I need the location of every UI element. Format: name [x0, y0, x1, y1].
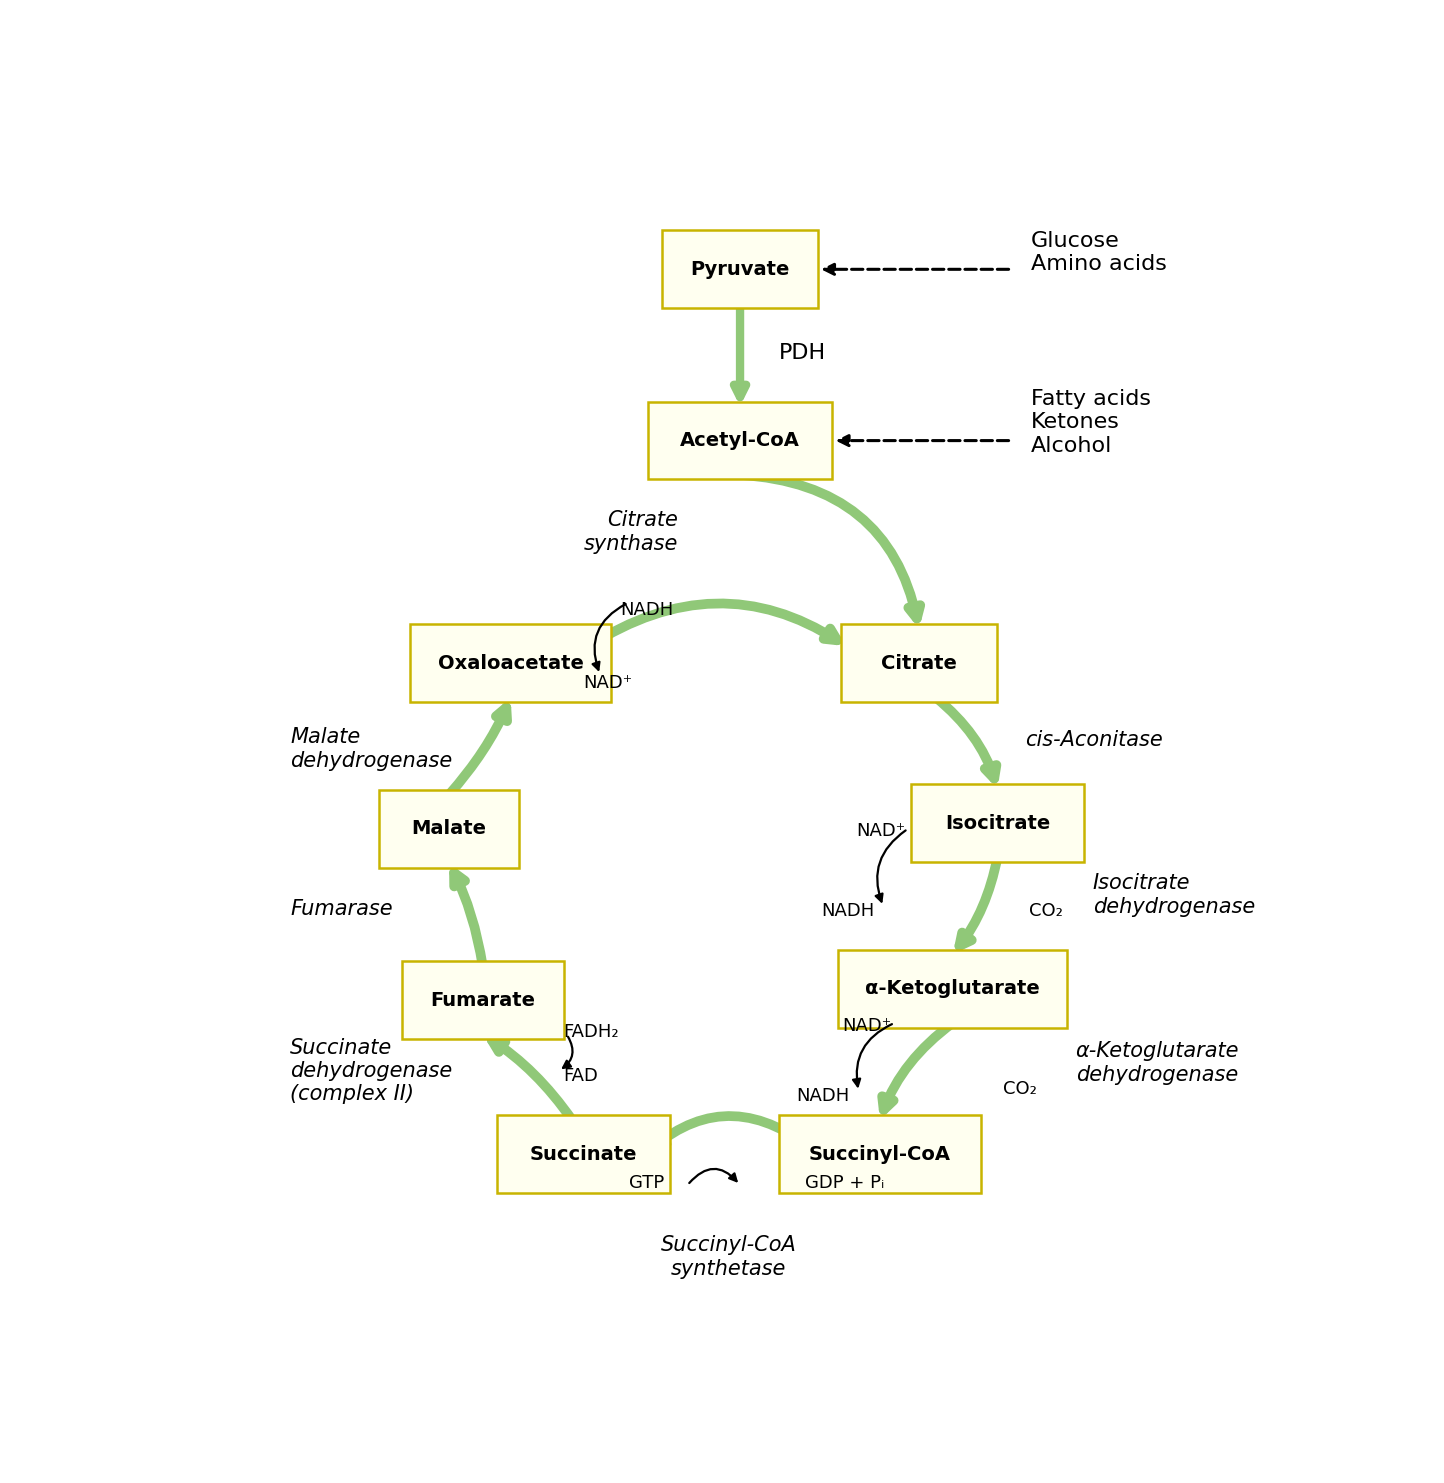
Text: CO₂: CO₂	[1028, 902, 1063, 919]
Text: Succinyl-CoA: Succinyl-CoA	[809, 1145, 952, 1164]
Text: α-Ketoglutarate: α-Ketoglutarate	[865, 979, 1040, 998]
FancyBboxPatch shape	[648, 402, 832, 479]
Text: NAD⁺: NAD⁺	[583, 673, 632, 691]
Text: NAD⁺: NAD⁺	[842, 1017, 891, 1035]
FancyBboxPatch shape	[840, 624, 998, 701]
Text: Acetyl-CoA: Acetyl-CoA	[680, 432, 800, 451]
Text: CO₂: CO₂	[1004, 1080, 1037, 1099]
Text: α-Ketoglutarate
dehydrogenase: α-Ketoglutarate dehydrogenase	[1076, 1041, 1239, 1084]
Text: NADH: NADH	[822, 902, 875, 919]
Text: GTP: GTP	[628, 1175, 664, 1192]
Text: Fumarate: Fumarate	[430, 991, 536, 1010]
Text: NAD⁺: NAD⁺	[856, 822, 905, 841]
Text: Succinyl-CoA
synthetase: Succinyl-CoA synthetase	[661, 1235, 797, 1278]
Text: Pyruvate: Pyruvate	[690, 260, 790, 279]
Text: Malate
dehydrogenase: Malate dehydrogenase	[290, 727, 452, 771]
Text: PDH: PDH	[780, 343, 826, 363]
Text: Citrate: Citrate	[881, 654, 957, 673]
Text: Glucose
Amino acids: Glucose Amino acids	[1031, 230, 1167, 274]
FancyBboxPatch shape	[911, 785, 1084, 862]
Text: Succinate
dehydrogenase
(complex II): Succinate dehydrogenase (complex II)	[290, 1038, 452, 1105]
FancyBboxPatch shape	[401, 961, 563, 1040]
Text: NADH: NADH	[621, 601, 673, 618]
Text: Citrate
synthase: Citrate synthase	[585, 510, 679, 553]
Text: cis-Aconitase: cis-Aconitase	[1025, 730, 1164, 750]
FancyBboxPatch shape	[380, 790, 518, 868]
Text: Succinate: Succinate	[530, 1145, 637, 1164]
FancyBboxPatch shape	[497, 1115, 670, 1194]
FancyBboxPatch shape	[661, 230, 819, 308]
FancyBboxPatch shape	[780, 1115, 980, 1194]
Text: Malate: Malate	[412, 819, 487, 838]
FancyBboxPatch shape	[838, 951, 1067, 1028]
FancyBboxPatch shape	[410, 624, 611, 701]
Text: GDP + Pᵢ: GDP + Pᵢ	[804, 1175, 884, 1192]
Text: FADH₂: FADH₂	[563, 1023, 619, 1041]
Text: NADH: NADH	[797, 1087, 849, 1105]
Text: Oxaloacetate: Oxaloacetate	[438, 654, 583, 673]
Text: Fumarase: Fumarase	[290, 899, 393, 919]
Text: FAD: FAD	[563, 1066, 598, 1084]
Text: Fatty acids
Ketones
Alcohol: Fatty acids Ketones Alcohol	[1031, 389, 1151, 455]
Text: Isocitrate: Isocitrate	[944, 814, 1050, 832]
Text: Isocitrate
dehydrogenase: Isocitrate dehydrogenase	[1093, 873, 1255, 916]
